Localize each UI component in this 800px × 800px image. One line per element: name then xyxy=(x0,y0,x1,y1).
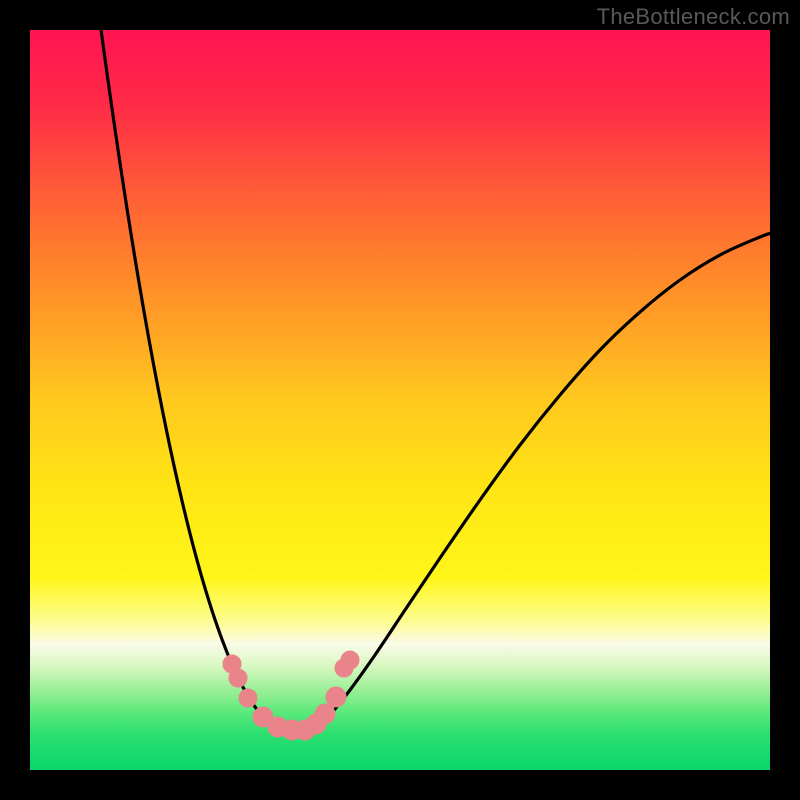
data-marker xyxy=(326,687,346,707)
gradient-background xyxy=(30,30,770,770)
data-marker xyxy=(341,651,359,669)
data-marker xyxy=(239,689,257,707)
chart-root: TheBottleneck.com xyxy=(0,0,800,800)
data-marker xyxy=(229,669,247,687)
chart-svg xyxy=(0,0,800,800)
watermark-text: TheBottleneck.com xyxy=(597,4,790,30)
data-marker xyxy=(315,704,335,724)
